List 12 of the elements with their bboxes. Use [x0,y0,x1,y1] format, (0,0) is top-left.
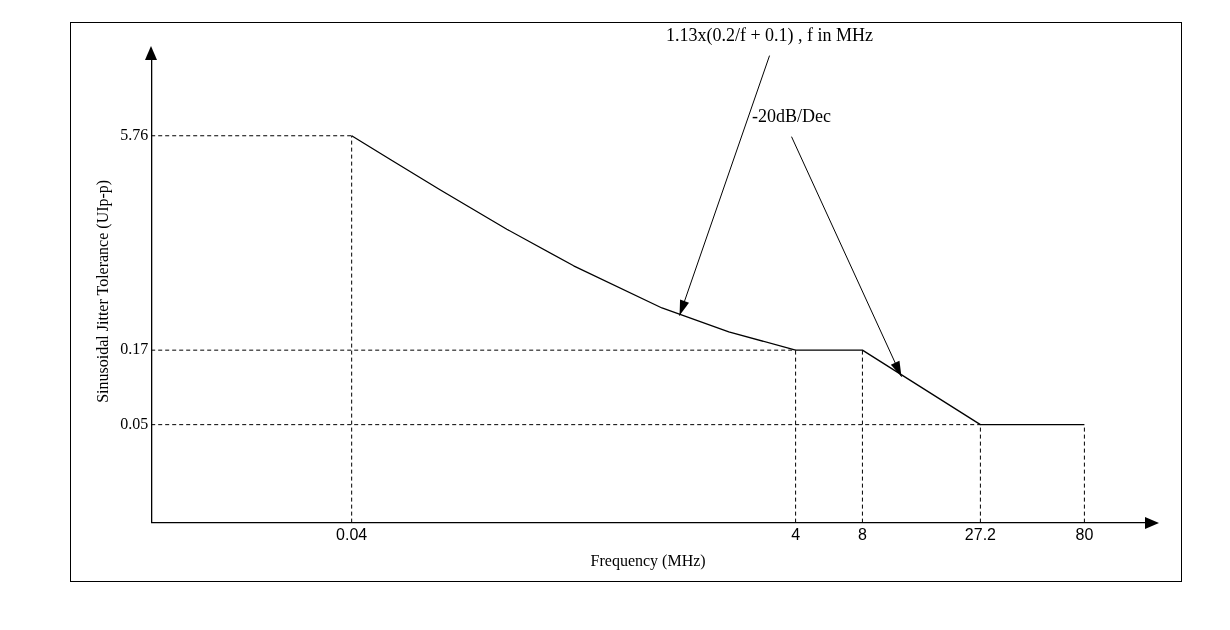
x-tick-label: 4 [791,525,801,543]
annotation: -20dB/Dec [752,106,832,127]
x-tick-label: 27.2 [964,525,997,543]
y-tick-label: 5.76 [120,125,149,143]
y-tick-label: 0.05 [120,414,149,432]
y-tick-label: 0.17 [120,340,149,358]
annotation: 1.13x(0.2/f + 0.1) , f in MHz [665,25,874,47]
x-tick-label: 0.04 [336,525,368,543]
x-axis-title: Frequency (MHz) [590,551,706,570]
x-tick-label: 80 [1075,525,1094,543]
y-axis-title: Sinusoidal Jitter Tolerance (UIp-p) [93,179,112,403]
x-tick-label: 8 [857,525,867,543]
